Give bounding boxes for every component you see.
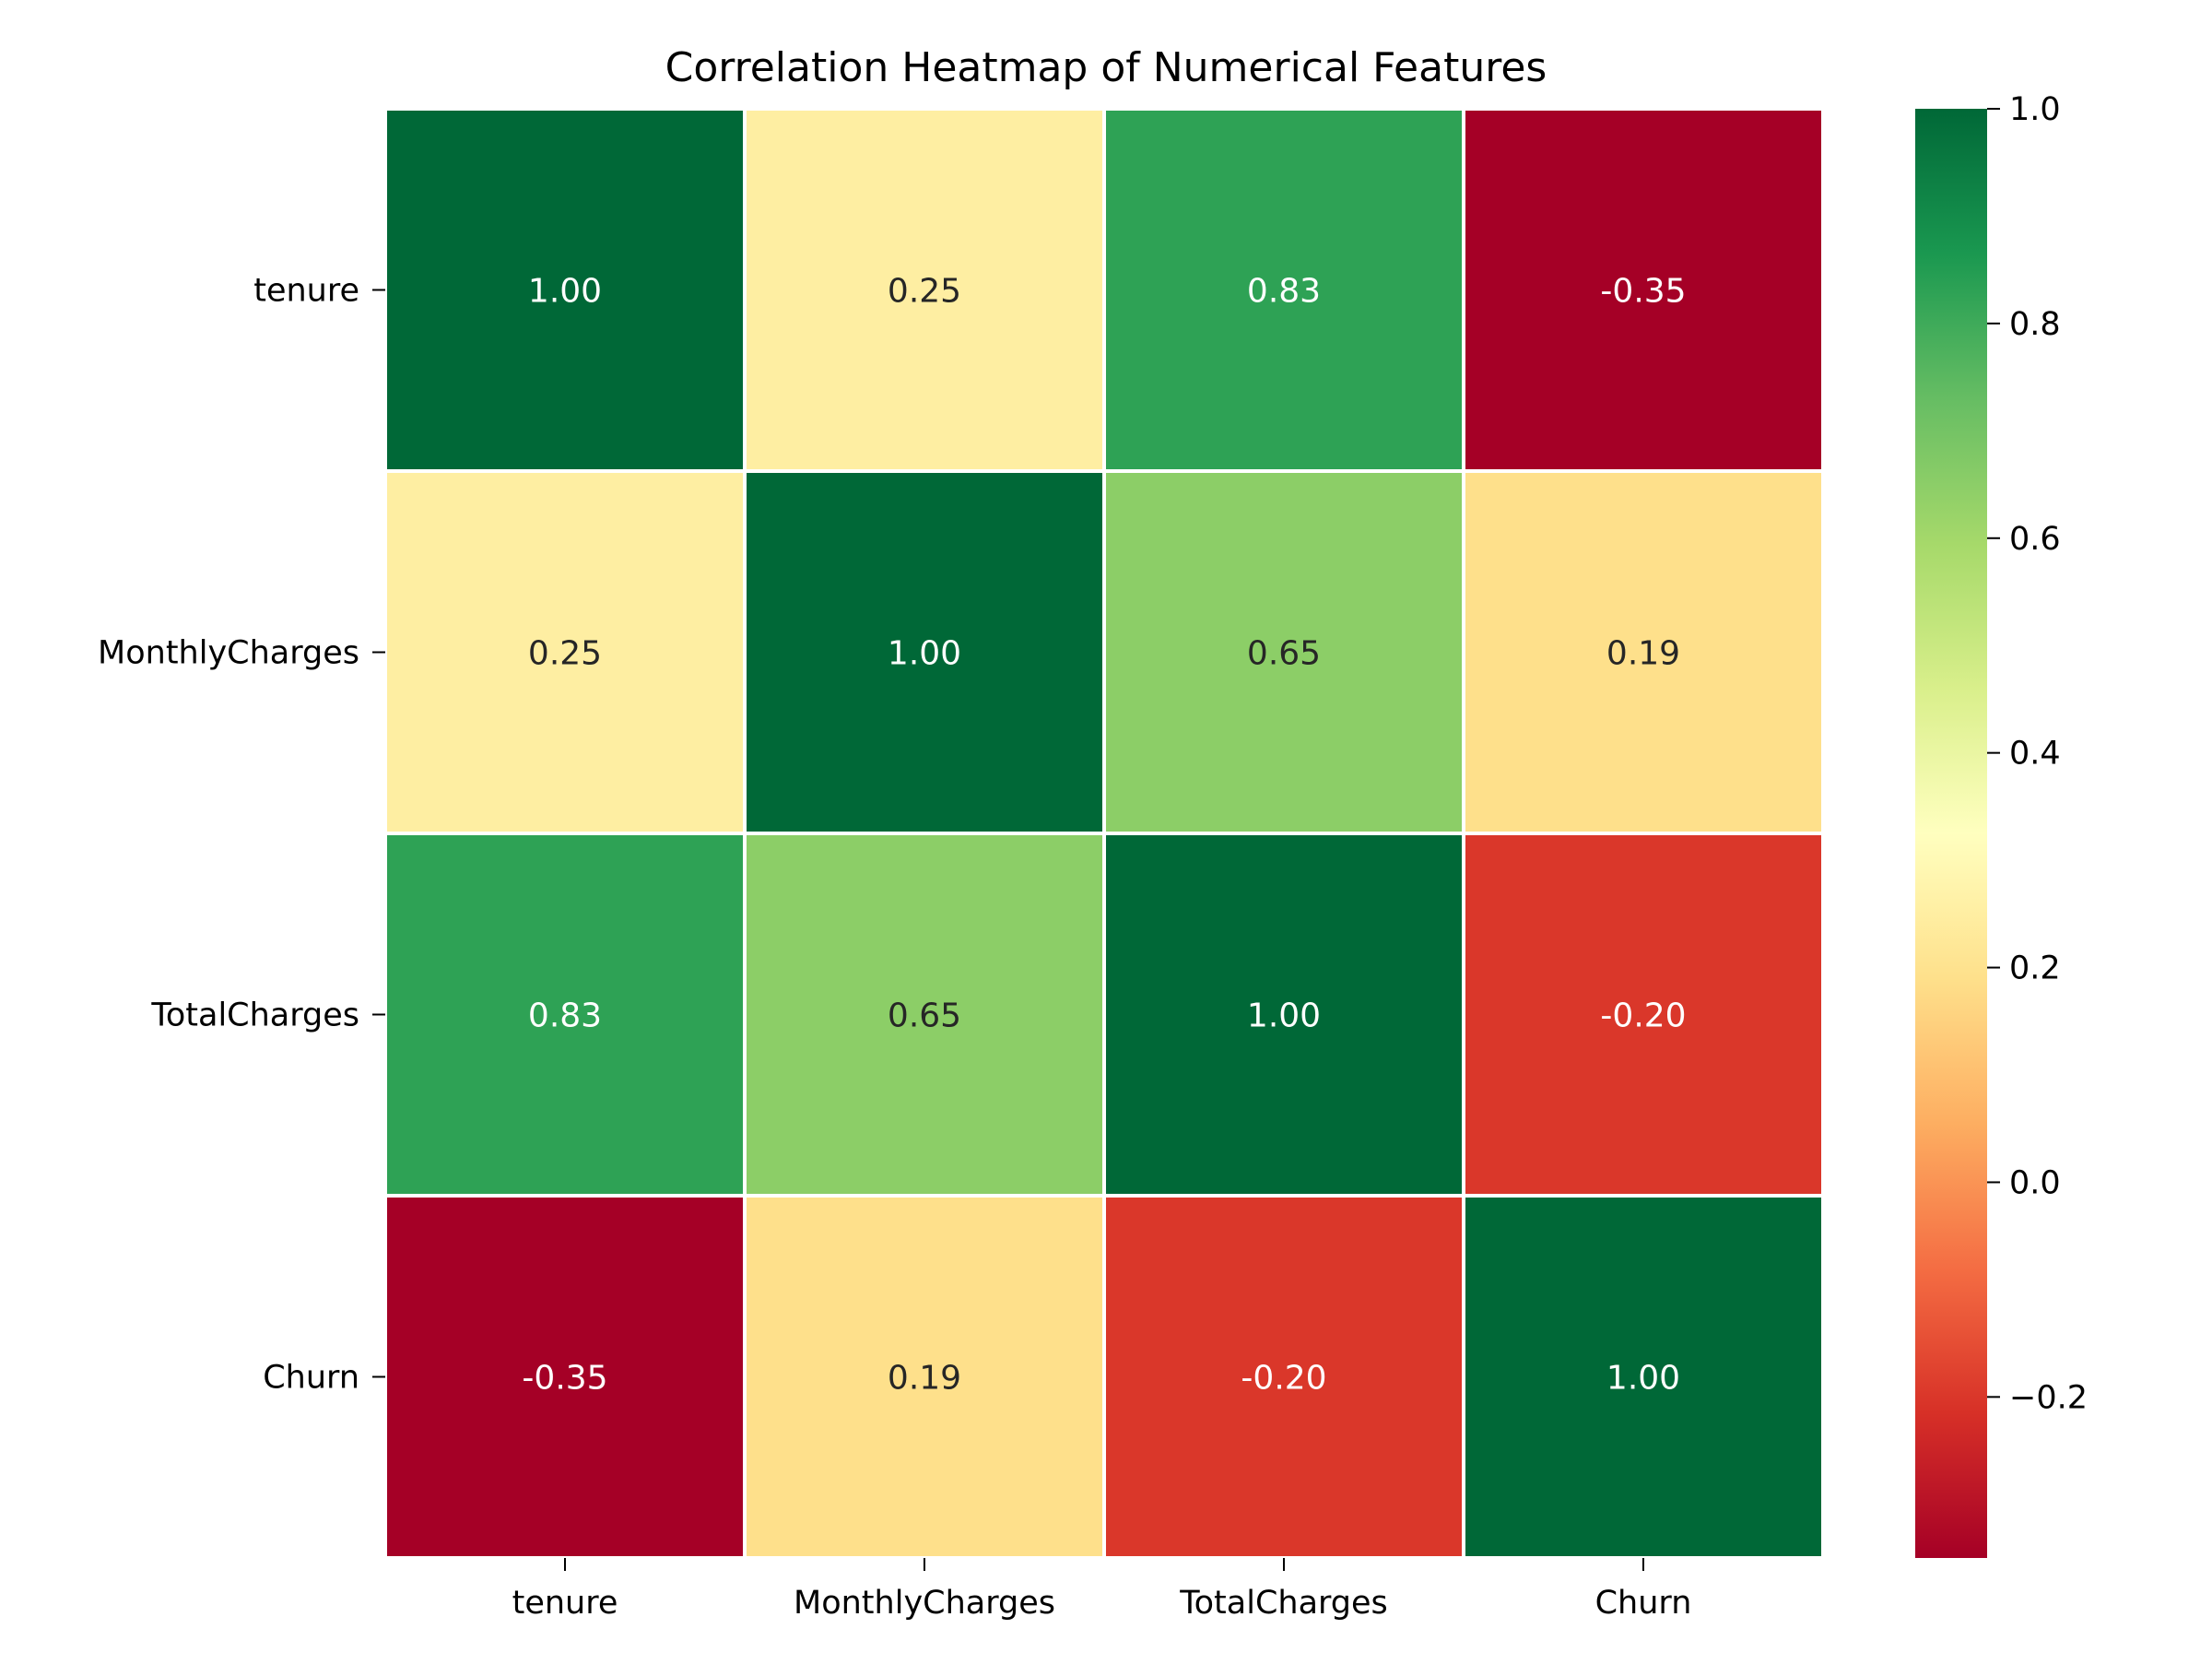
heatmap-cell-1-1	[743, 469, 1106, 835]
chart-title: Correlation Heatmap of Numerical Feature…	[665, 44, 1547, 91]
heatmap-value-label-0-0: 1.00	[528, 273, 602, 311]
heatmap-value-label-1-3: 0.19	[1606, 635, 1680, 673]
heatmap-value-label-1-1: 1.00	[888, 635, 961, 673]
heatmap-cell-0-1	[743, 107, 1106, 473]
heatmap-cell-0-2	[1102, 107, 1465, 473]
heatmap-value-label-2-3: -0.20	[1600, 997, 1686, 1035]
heatmap-cell-2-3	[1462, 832, 1825, 1198]
heatmap-value-label-3-0: -0.35	[522, 1360, 607, 1398]
heatmap-value-label-3-1: 0.19	[888, 1360, 961, 1398]
heatmap-value-label-2-0: 0.83	[528, 997, 602, 1035]
heatmap-cell-3-2	[1102, 1194, 1465, 1560]
heatmap-value-label-0-1: 0.25	[888, 273, 961, 311]
x-tick-label-2: TotalCharges	[1179, 1585, 1388, 1622]
y-tick-label-0: tenure	[253, 273, 359, 310]
heatmap-cell-1-0	[383, 469, 747, 835]
colorbar-tick-label-0: 1.0	[2009, 91, 2061, 128]
heatmap-value-label-0-2: 0.83	[1247, 273, 1321, 311]
colorbar-tick-label-2: 0.6	[2009, 521, 2061, 558]
heatmap-value-labels: 1.00 0.25 0.83 -0.35 0.25 1.00 0.65 0.19 0.83 0.6…	[522, 273, 1686, 1398]
y-tick-label-2: TotalCharges	[150, 997, 359, 1034]
colorbar-gradient	[1915, 109, 1987, 1558]
heatmap-cell-2-1	[743, 832, 1106, 1198]
x-tick-label-0: tenure	[512, 1585, 618, 1622]
colorbar-tick-label-3: 0.4	[2009, 736, 2061, 773]
heatmap-cell-3-1	[743, 1194, 1106, 1560]
heatmap-value-label-2-1: 0.65	[888, 997, 961, 1035]
colorbar-tick-label-6: −0.2	[2009, 1379, 2088, 1416]
y-tick-label-1: MonthlyCharges	[98, 635, 359, 672]
x-tick-label-1: MonthlyCharges	[794, 1585, 1055, 1622]
colorbar: 1.0 0.8 0.6 0.4 0.2 0.0 −0.2	[1915, 91, 2088, 1558]
heatmap-value-label-3-2: -0.20	[1241, 1360, 1326, 1398]
heatmap-cells	[383, 107, 1825, 1560]
heatmap-value-label-0-3: -0.35	[1600, 273, 1686, 311]
heatmap-value-label-1-0: 0.25	[528, 635, 602, 673]
heatmap-cell-3-0	[383, 1194, 747, 1560]
heatmap-value-label-1-2: 0.65	[1247, 635, 1321, 673]
heatmap-cell-0-0	[383, 107, 747, 473]
colorbar-tick-label-1: 0.8	[2009, 306, 2061, 343]
heatmap-value-label-3-3: 1.00	[1606, 1360, 1680, 1398]
colorbar-tick-label-4: 0.2	[2009, 950, 2061, 987]
heatmap-cell-1-3	[1462, 469, 1825, 835]
y-axis: tenure MonthlyCharges TotalCharges Churn	[98, 273, 385, 1397]
x-tick-label-3: Churn	[1595, 1585, 1692, 1622]
heatmap-value-label-2-2: 1.00	[1247, 997, 1321, 1035]
y-tick-label-3: Churn	[263, 1360, 359, 1397]
colorbar-tick-label-5: 0.0	[2009, 1164, 2061, 1201]
x-axis: tenure MonthlyCharges TotalCharges Churn	[512, 1558, 1692, 1622]
heatmap-cell-3-3	[1462, 1194, 1825, 1560]
heatmap-cell-0-3	[1462, 107, 1825, 473]
